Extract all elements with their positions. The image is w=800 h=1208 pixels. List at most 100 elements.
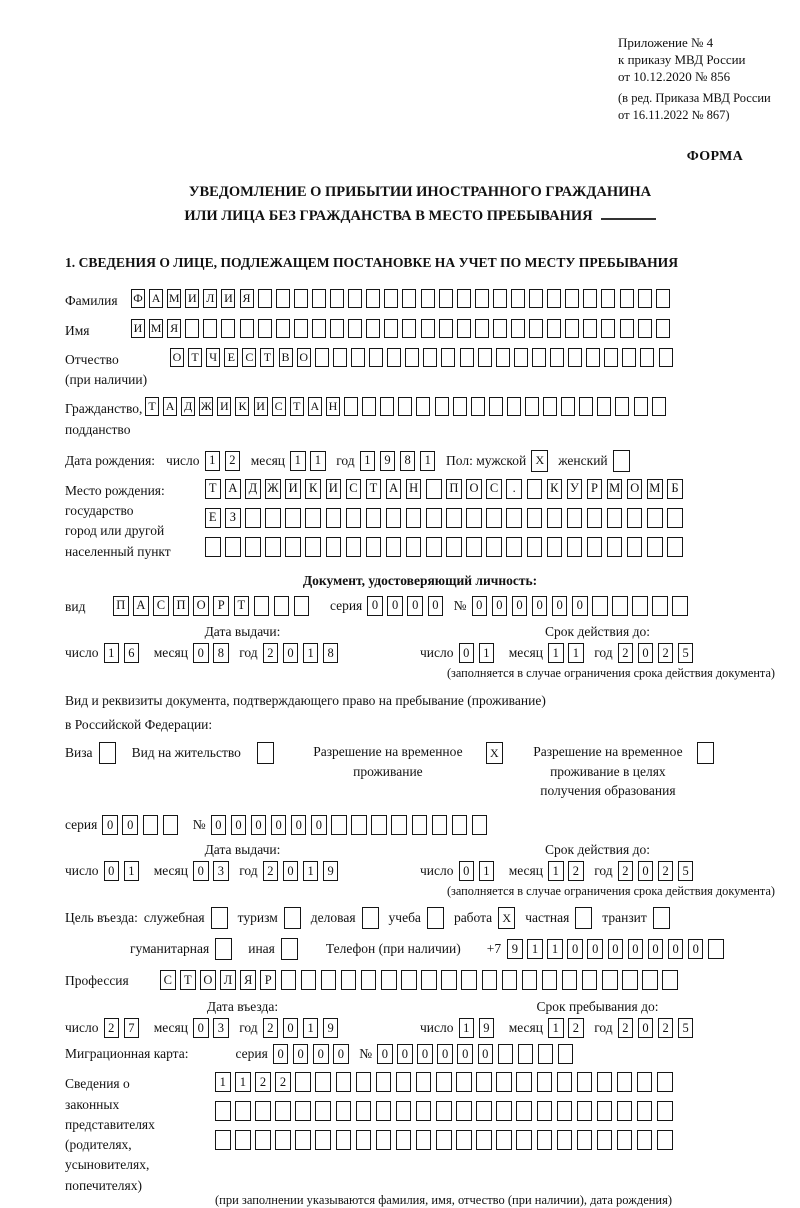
char-cell[interactable]: Ж	[199, 397, 214, 417]
char-cell[interactable]	[405, 347, 420, 367]
char-cell[interactable]	[581, 970, 598, 991]
char-cell[interactable]	[640, 347, 655, 367]
char-cell[interactable]: 0	[102, 815, 118, 835]
char-cell[interactable]	[612, 595, 628, 616]
char-cell[interactable]: 0	[193, 861, 209, 881]
char-cell[interactable]	[320, 970, 337, 991]
char-cell[interactable]	[369, 347, 384, 367]
char-cell[interactable]	[380, 397, 395, 417]
char-cell[interactable]	[576, 1072, 593, 1093]
char-cell[interactable]	[205, 536, 221, 557]
char-cell[interactable]: 0	[210, 815, 227, 835]
char-cell[interactable]: 1	[290, 450, 306, 471]
char-cell[interactable]: И	[253, 397, 268, 417]
char-cell[interactable]	[696, 742, 714, 765]
char-cell[interactable]: 5	[677, 1018, 694, 1039]
char-cell[interactable]: 0	[292, 1044, 309, 1065]
char-cell[interactable]	[708, 939, 724, 959]
char-cell[interactable]	[496, 1072, 512, 1093]
char-cell[interactable]: А	[225, 478, 241, 499]
char-cell[interactable]: О	[466, 478, 482, 499]
char-cell[interactable]	[501, 970, 518, 991]
char-cell[interactable]	[365, 536, 382, 557]
char-cell[interactable]	[579, 397, 594, 417]
char-cell[interactable]: 0	[270, 815, 287, 835]
char-cell[interactable]	[566, 536, 583, 557]
char-cell[interactable]	[185, 318, 200, 338]
char-cell[interactable]	[516, 1101, 532, 1122]
char-cell[interactable]	[362, 397, 377, 417]
char-cell[interactable]: О	[296, 347, 311, 367]
char-cell[interactable]	[561, 970, 578, 991]
char-cell[interactable]	[366, 289, 381, 309]
char-cell[interactable]: 0	[290, 815, 307, 835]
char-cell[interactable]: Д	[245, 478, 261, 499]
char-cell[interactable]	[626, 536, 643, 557]
char-cell[interactable]: Н	[405, 478, 422, 499]
char-cell[interactable]	[536, 1072, 552, 1093]
char-cell[interactable]	[235, 1101, 251, 1122]
char-cell[interactable]	[655, 289, 670, 309]
char-cell[interactable]	[385, 507, 402, 528]
char-cell[interactable]	[210, 907, 228, 929]
char-cell[interactable]: Т	[260, 347, 275, 367]
char-cell[interactable]	[513, 347, 528, 367]
char-cell[interactable]: 1	[359, 450, 376, 471]
char-cell[interactable]: И	[221, 289, 236, 309]
char-cell[interactable]: 7	[123, 1018, 140, 1039]
char-cell[interactable]	[529, 289, 544, 309]
char-cell[interactable]	[305, 536, 321, 557]
char-cell[interactable]	[655, 318, 670, 338]
char-cell[interactable]: 2	[255, 1072, 271, 1093]
char-cell[interactable]: Т	[289, 397, 304, 417]
char-cell[interactable]	[360, 970, 377, 991]
char-cell[interactable]	[335, 1101, 352, 1122]
char-cell[interactable]	[662, 970, 678, 991]
char-cell[interactable]	[541, 970, 558, 991]
char-cell[interactable]	[616, 1130, 633, 1151]
char-cell[interactable]	[416, 397, 431, 417]
char-cell[interactable]	[395, 1101, 412, 1122]
char-cell[interactable]	[477, 347, 492, 367]
char-cell[interactable]: 3	[213, 1018, 229, 1039]
char-cell[interactable]: Т	[188, 347, 203, 367]
char-cell[interactable]	[616, 1101, 633, 1122]
char-cell[interactable]	[314, 347, 329, 367]
char-cell[interactable]: В	[278, 347, 293, 367]
char-cell[interactable]	[575, 907, 593, 929]
char-cell[interactable]: А	[149, 289, 164, 309]
char-cell[interactable]: А	[163, 397, 178, 417]
char-cell[interactable]: И	[325, 478, 342, 499]
char-cell[interactable]: И	[131, 318, 145, 338]
char-cell[interactable]: П	[113, 595, 129, 616]
char-cell[interactable]: 1	[302, 1018, 319, 1039]
char-cell[interactable]	[526, 536, 542, 557]
char-cell[interactable]: 0	[122, 815, 138, 835]
char-cell[interactable]	[524, 397, 539, 417]
char-cell[interactable]	[275, 1130, 291, 1151]
char-cell[interactable]	[402, 318, 417, 338]
char-cell[interactable]	[568, 347, 583, 367]
char-cell[interactable]: 0	[567, 939, 583, 959]
char-cell[interactable]: 2	[262, 861, 279, 881]
char-cell[interactable]	[295, 1072, 311, 1093]
char-cell[interactable]	[647, 507, 663, 528]
char-cell[interactable]: Б	[667, 478, 683, 499]
char-cell[interactable]	[441, 970, 457, 991]
char-cell[interactable]	[636, 1130, 653, 1151]
char-cell[interactable]: 0	[667, 939, 684, 959]
char-cell[interactable]	[626, 507, 643, 528]
char-cell[interactable]	[421, 970, 437, 991]
char-cell[interactable]: 0	[587, 939, 603, 959]
char-cell[interactable]: 1	[548, 643, 564, 664]
char-cell[interactable]: М	[167, 289, 182, 309]
char-cell[interactable]	[315, 1130, 331, 1151]
char-cell[interactable]: 0	[491, 595, 508, 616]
char-cell[interactable]	[547, 289, 562, 309]
char-cell[interactable]	[257, 318, 272, 338]
char-cell[interactable]	[420, 318, 435, 338]
char-cell[interactable]: 0	[103, 861, 119, 881]
char-cell[interactable]: 1	[548, 1018, 564, 1039]
char-cell[interactable]	[431, 815, 448, 835]
char-cell[interactable]: 0	[637, 1018, 654, 1039]
